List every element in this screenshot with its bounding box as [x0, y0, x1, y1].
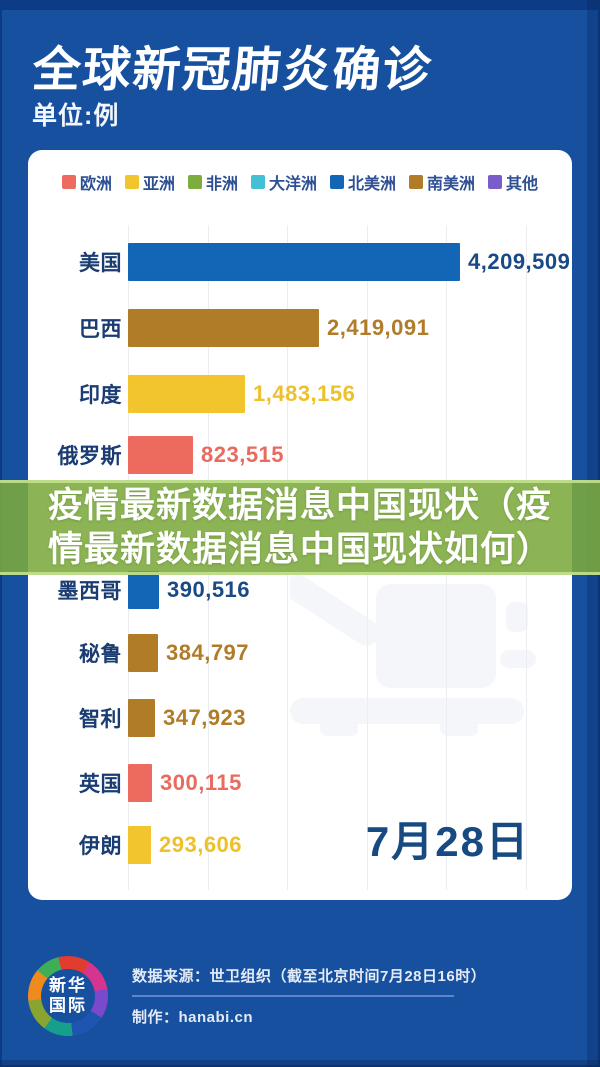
footer: 新华 国际 数据来源：世卫组织（截至北京时间7月28日16时） 制作：hanab… [0, 932, 600, 1060]
legend-label: 其他 [506, 176, 539, 193]
legend-item: 非洲 [187, 170, 238, 194]
legend: 欧洲 亚洲 非洲 大洋洲 北美洲 南美洲 其他 [28, 170, 572, 194]
value-label: 347,923 [163, 705, 247, 730]
top-border-stripe [0, 0, 600, 10]
bar-row: 智利 347,923 [28, 699, 572, 737]
country-label: 印度 [79, 384, 122, 407]
legend-item: 南美洲 [409, 170, 475, 194]
headline-line-2: 情最新数据消息中国现状如何） [47, 529, 552, 569]
legend-label: 非洲 [205, 176, 238, 193]
bar [128, 634, 158, 672]
bar [128, 571, 159, 609]
value-label: 4,209,509 [468, 249, 571, 274]
value-label: 2,419,091 [327, 315, 430, 340]
data-source-label: 数据来源：世卫组织（截至北京时间7月28日16时） [132, 968, 487, 985]
credit-label: 制作：hanabi.cn [132, 1009, 254, 1026]
unit-label: 单位:例 [32, 102, 120, 130]
logo-text-line1: 新华 [49, 976, 87, 995]
footer-text-block: 数据来源：世卫组织（截至北京时间7月28日16时） 制作：hanabi.cn [132, 965, 486, 1027]
country-label: 美国 [79, 252, 122, 275]
bottom-border-stripe [0, 1060, 600, 1067]
headline-line-1: 疫情最新数据消息中国现状（疫 [47, 485, 552, 525]
legend-label: 亚洲 [142, 176, 175, 193]
value-label: 300,115 [160, 770, 242, 795]
legend-item: 北美洲 [330, 170, 396, 194]
page-title: 全球新冠肺炎确诊 [30, 44, 435, 97]
value-label: 1,483,156 [253, 381, 356, 406]
legend-swatch [250, 175, 265, 189]
country-label: 伊朗 [79, 835, 122, 858]
legend-item: 大洋洲 [250, 170, 317, 194]
bar-row: 英国 300,115 [28, 764, 572, 802]
date-label: 7月28日 [365, 818, 530, 865]
bar-row: 俄罗斯 823,515 [28, 436, 572, 474]
country-label: 墨西哥 [57, 580, 122, 603]
legend-swatch [187, 175, 202, 189]
country-label: 秘鲁 [79, 643, 122, 666]
bar-row: 伊朗 293,606 [28, 826, 572, 864]
xinhua-international-logo: 新华 国际 [28, 956, 108, 1036]
legend-item: 欧洲 [61, 170, 112, 194]
logo-inner-disc: 新华 国际 [41, 969, 95, 1023]
legend-label: 大洋洲 [268, 176, 317, 193]
value-label: 823,515 [201, 442, 285, 467]
logo-text-line2: 国际 [49, 996, 87, 1015]
legend-label: 欧洲 [79, 176, 112, 193]
country-label: 巴西 [79, 318, 122, 341]
legend-swatch [488, 175, 503, 189]
headline-overlay: 疫情最新数据消息中国现状（疫 情最新数据消息中国现状如何） [0, 480, 600, 575]
country-label: 俄罗斯 [57, 445, 122, 468]
bar [128, 375, 245, 413]
bar-row: 美国 4,209,509 [28, 243, 572, 281]
bar [128, 436, 193, 474]
bar [128, 243, 460, 281]
bar-row: 巴西 2,419,091 [28, 309, 572, 347]
country-label: 智利 [79, 708, 122, 731]
bar [128, 309, 319, 347]
ambulance-truck-watermark-icon [290, 574, 536, 736]
bar [128, 826, 151, 864]
legend-swatch [124, 175, 139, 189]
footer-divider [132, 995, 454, 997]
bar-row: 秘鲁 384,797 [28, 634, 572, 672]
bar-row: 印度 1,483,156 [28, 375, 572, 413]
legend-swatch [409, 175, 424, 189]
legend-swatch [330, 175, 344, 189]
value-label: 293,606 [159, 832, 243, 857]
legend-swatch [61, 175, 76, 189]
legend-label: 北美洲 [348, 176, 397, 193]
legend-item: 亚洲 [124, 170, 175, 194]
bar [128, 764, 152, 802]
value-label: 384,797 [166, 640, 250, 665]
legend-label: 南美洲 [427, 176, 476, 193]
country-label: 英国 [79, 773, 122, 796]
bar-row: 墨西哥 390,516 [28, 571, 572, 609]
value-label: 390,516 [167, 577, 251, 602]
legend-item: 其他 [488, 170, 538, 194]
bar [128, 699, 155, 737]
